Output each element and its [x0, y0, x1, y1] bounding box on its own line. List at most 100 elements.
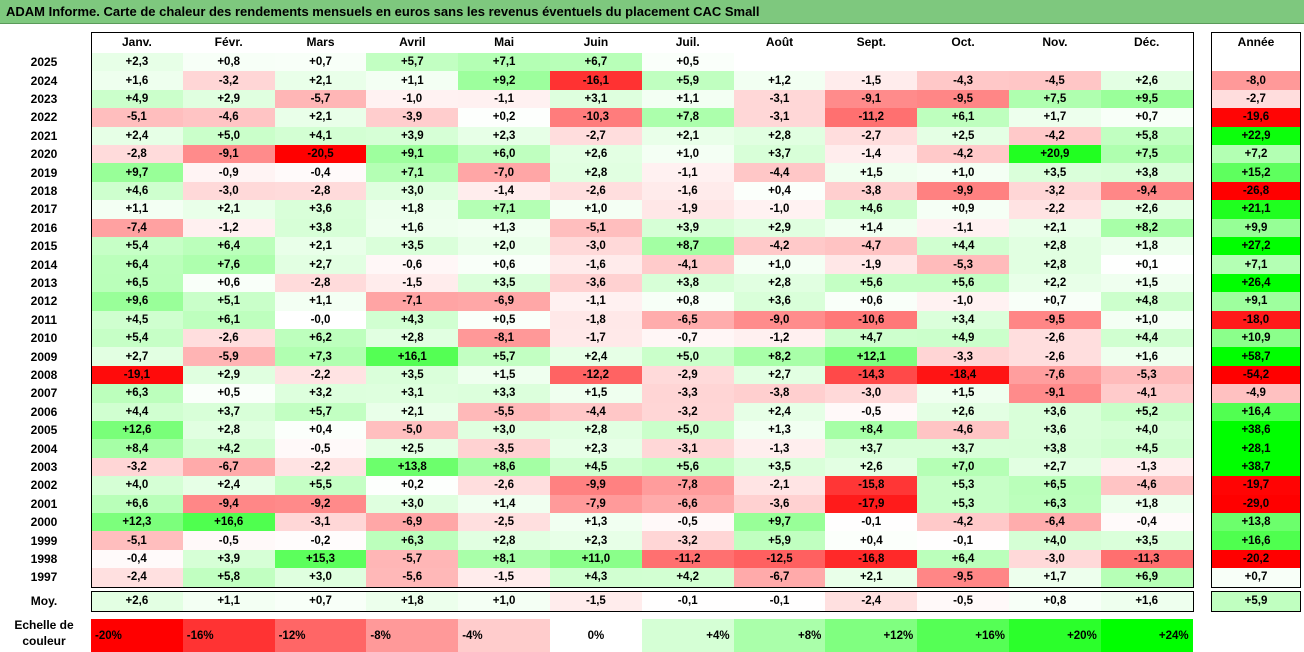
heatmap-cell: +2,8	[1009, 255, 1101, 274]
heatmap-cell: +0,8	[641, 292, 734, 311]
heatmap-cell: +9,6	[91, 292, 183, 311]
heatmap-cell: -5,0	[366, 421, 459, 440]
heatmap-cell: +2,8	[733, 126, 826, 145]
annual-cell: +28,1	[1211, 439, 1301, 458]
heatmap-cell: -3,6	[550, 273, 642, 293]
heatmap-cell: +2,4	[733, 402, 826, 421]
average-cell: +0,8	[1009, 590, 1101, 611]
heatmap-cell	[733, 53, 826, 72]
heatmap-cell: -3,6	[733, 494, 826, 513]
heatmap-cell: -5,7	[274, 89, 367, 109]
scale-swatch: 0%	[550, 619, 642, 652]
heatmap-cell: -9,5	[917, 568, 1009, 587]
year-label: 2005	[30, 423, 58, 438]
heatmap-cell: +6,2	[274, 329, 367, 348]
annual-cell: -19,7	[1211, 476, 1301, 495]
heatmap-cell: +3,7	[733, 145, 826, 164]
heatmap-cell: +3,2	[274, 384, 367, 403]
heatmap-cell: +5,9	[641, 71, 734, 90]
heatmap-cell: +6,1	[182, 310, 275, 329]
heatmap-cell: +6,4	[182, 237, 275, 256]
scale-swatch: +4%	[641, 619, 734, 652]
heatmap-cell: +8,7	[641, 237, 734, 256]
scale-swatch: -12%	[274, 619, 367, 652]
heatmap-cell: -3,0	[1009, 549, 1101, 569]
year-label: 2008	[30, 367, 58, 382]
heatmap-cell: +5,3	[917, 476, 1009, 495]
heatmap-cell: +2,7	[733, 365, 826, 385]
heatmap-cell: +6,3	[91, 384, 183, 403]
scale-swatch: -16%	[182, 619, 275, 652]
heatmap-cell: +3,6	[1009, 402, 1101, 421]
heatmap-cell: -0,1	[825, 513, 918, 532]
heatmap-cell: +6,1	[917, 108, 1009, 127]
year-label: 2018	[30, 183, 58, 198]
heatmap-cell: -5,7	[366, 549, 459, 569]
heatmap-cell: +2,5	[366, 439, 459, 458]
heatmap-cell: -3,1	[274, 513, 367, 532]
heatmap-cell: -0,7	[641, 329, 734, 348]
heatmap-cell: -3,2	[182, 71, 275, 90]
heatmap-cell: +2,3	[550, 531, 642, 550]
year-label: 1999	[30, 533, 58, 548]
heatmap-cell: +2,5	[917, 126, 1009, 145]
heatmap-cell: -1,6	[550, 255, 642, 274]
heatmap-cell: -1,5	[458, 568, 550, 587]
annual-cell: +16,4	[1211, 402, 1301, 421]
heatmap-cell: +2,1	[641, 126, 734, 145]
heatmap-cell: +2,1	[825, 568, 918, 587]
heatmap-cell: -4,6	[182, 108, 275, 127]
heatmap-cell: -4,2	[1009, 126, 1101, 145]
heatmap-cell: -1,7	[550, 329, 642, 348]
heatmap-cell: -6,9	[458, 292, 550, 311]
heatmap-cell: +3,5	[366, 365, 459, 385]
heatmap-cell: +1,4	[825, 218, 918, 237]
heatmap-cell: +4,0	[1100, 421, 1193, 440]
heatmap-cell: +3,8	[641, 273, 734, 293]
heatmap-cell: -1,4	[825, 145, 918, 164]
heatmap-cell: +2,9	[182, 365, 275, 385]
heatmap-cell: +1,6	[366, 218, 459, 237]
heatmap-cell: +1,2	[733, 71, 826, 90]
heatmap-cell: +4,0	[1009, 531, 1101, 550]
heatmap-cell: +1,8	[366, 200, 459, 219]
heatmap-cell: -4,4	[550, 402, 642, 421]
year-label: 2001	[30, 496, 58, 511]
heatmap-cell: -2,8	[274, 181, 367, 201]
heatmap-cell: +4,8	[1100, 292, 1193, 311]
heatmap-cell: -1,1	[458, 89, 550, 109]
heatmap-cell	[1009, 53, 1101, 72]
heatmap-cell: -12,5	[733, 549, 826, 569]
heatmap-cell: +0,5	[641, 53, 734, 72]
heatmap-cell: +11,0	[550, 549, 642, 569]
scale-swatch: -20%	[91, 619, 183, 652]
heatmap-cell: +1,8	[1100, 237, 1193, 256]
heatmap-cell: +4,4	[91, 402, 183, 421]
heatmap-cell: +2,8	[733, 273, 826, 293]
heatmap-cell: +0,5	[182, 384, 275, 403]
year-label: 2017	[30, 202, 58, 217]
average-cell: +1,0	[458, 590, 550, 611]
heatmap-cell: -0,5	[825, 402, 918, 421]
heatmap-cell: +2,6	[917, 402, 1009, 421]
heatmap-cell: +5,7	[366, 53, 459, 72]
heatmap-cell: -3,2	[1009, 181, 1101, 201]
annual-cell: -20,2	[1211, 549, 1301, 569]
heatmap-cell: +1,1	[91, 200, 183, 219]
annual-cell: +13,8	[1211, 513, 1301, 532]
heatmap-cell: +1,0	[1100, 310, 1193, 329]
heatmap-cell: +4,5	[550, 457, 642, 477]
heatmap-cell: +3,1	[366, 384, 459, 403]
year-label: 2003	[30, 459, 58, 474]
heatmap-cell: -1,0	[733, 200, 826, 219]
heatmap-cell: -9,1	[1009, 384, 1101, 403]
heatmap-cell: -11,3	[1100, 549, 1193, 569]
heatmap-cell	[825, 53, 918, 72]
annual-cell: -8,0	[1211, 71, 1301, 90]
heatmap-cell: -3,5	[458, 439, 550, 458]
heatmap-cell: +7,1	[458, 53, 550, 72]
heatmap-cell: +4,2	[182, 439, 275, 458]
heatmap-cell: +1,3	[550, 513, 642, 532]
heatmap-cell: +5,7	[274, 402, 367, 421]
heatmap-cell: +2,4	[182, 476, 275, 495]
